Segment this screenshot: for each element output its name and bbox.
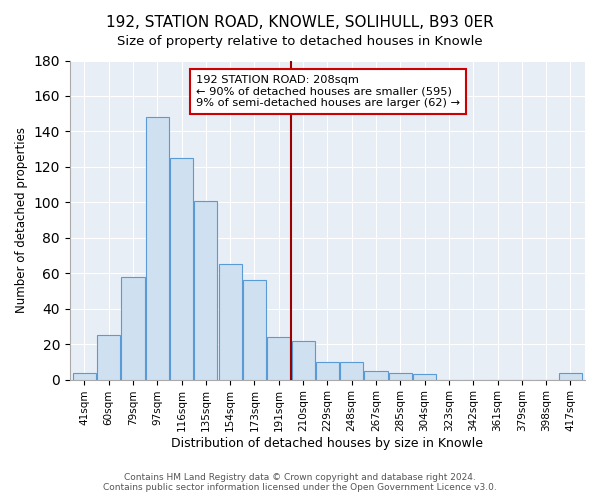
Text: Size of property relative to detached houses in Knowle: Size of property relative to detached ho… bbox=[117, 35, 483, 48]
Text: Contains HM Land Registry data © Crown copyright and database right 2024.
Contai: Contains HM Land Registry data © Crown c… bbox=[103, 473, 497, 492]
Text: 192, STATION ROAD, KNOWLE, SOLIHULL, B93 0ER: 192, STATION ROAD, KNOWLE, SOLIHULL, B93… bbox=[106, 15, 494, 30]
Bar bbox=[413, 374, 436, 380]
Bar bbox=[364, 370, 388, 380]
X-axis label: Distribution of detached houses by size in Knowle: Distribution of detached houses by size … bbox=[172, 437, 484, 450]
Bar bbox=[218, 264, 242, 380]
Bar bbox=[121, 277, 145, 380]
Bar bbox=[267, 337, 290, 380]
Text: 192 STATION ROAD: 208sqm
← 90% of detached houses are smaller (595)
9% of semi-d: 192 STATION ROAD: 208sqm ← 90% of detach… bbox=[196, 75, 460, 108]
Bar bbox=[73, 372, 96, 380]
Bar bbox=[316, 362, 339, 380]
Bar bbox=[340, 362, 363, 380]
Bar bbox=[389, 372, 412, 380]
Bar bbox=[194, 200, 217, 380]
Bar bbox=[292, 340, 314, 380]
Bar bbox=[97, 336, 120, 380]
Bar bbox=[146, 117, 169, 380]
Bar bbox=[170, 158, 193, 380]
Y-axis label: Number of detached properties: Number of detached properties bbox=[15, 127, 28, 313]
Bar bbox=[559, 372, 582, 380]
Bar bbox=[243, 280, 266, 380]
